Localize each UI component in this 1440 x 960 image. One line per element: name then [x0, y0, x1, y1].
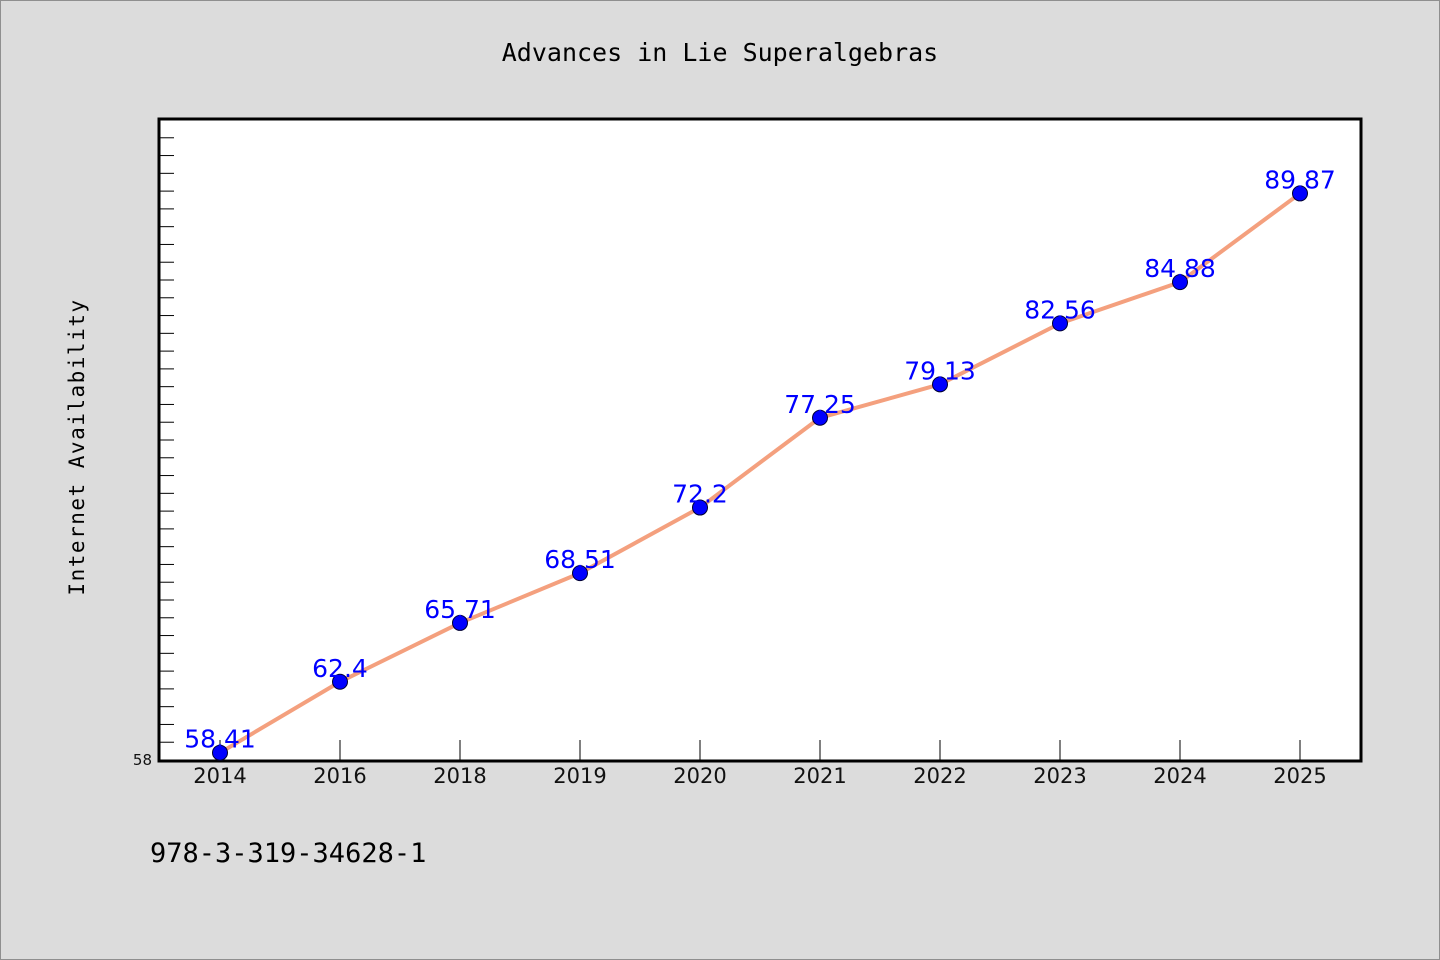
- footnote: 978-3-319-34628-1: [150, 838, 426, 869]
- data-point-marker: [332, 673, 348, 690]
- x-tick-label: 2025: [1273, 764, 1326, 788]
- y-axis-label: Internet Availability: [65, 298, 89, 595]
- data-point-marker: [452, 614, 468, 631]
- plot-area: [157, 117, 1363, 763]
- data-label: 65.71: [424, 595, 496, 624]
- data-label: 84.88: [1144, 254, 1216, 283]
- data-label: 89.87: [1264, 165, 1336, 194]
- data-label: 77.25: [784, 390, 856, 419]
- x-tick-label: 2022: [913, 764, 966, 788]
- data-point-marker: [1292, 185, 1308, 202]
- data-point-marker: [812, 409, 828, 426]
- data-point-marker: [1172, 274, 1188, 291]
- data-label: 68.51: [544, 545, 616, 574]
- y-tick-label: 58: [133, 751, 152, 769]
- data-point-marker: [932, 376, 948, 393]
- data-label: 79.13: [904, 356, 976, 385]
- x-tick-label: 2018: [433, 764, 486, 788]
- x-tick-label: 2016: [313, 764, 366, 788]
- chart-title: Advances in Lie Superalgebras: [502, 38, 939, 67]
- data-point-marker: [212, 744, 228, 761]
- data-label: 58.41: [184, 725, 256, 754]
- x-tick-label: 2019: [553, 764, 606, 788]
- x-tick-label: 2024: [1153, 764, 1206, 788]
- data-point-marker: [692, 499, 708, 516]
- x-ticks: 2014 2016 2018 2019 2020 2021 2022 2023 2024 2025: [193, 740, 1327, 788]
- series-line-group: [218, 191, 1302, 755]
- data-label: 82.56: [1024, 295, 1096, 324]
- data-labels-group: 58.41 62.4 65.71 68.51 72.2 77.25 79.13 82.56 84…: [184, 165, 1336, 753]
- data-point-marker: [1052, 315, 1068, 332]
- x-tick-label: 2014: [193, 764, 246, 788]
- markers-group: [212, 185, 1308, 761]
- data-label: 62.4: [312, 654, 368, 683]
- x-tick-label: 2020: [673, 764, 726, 788]
- y-ticks: 58: [133, 137, 174, 769]
- series-line: [218, 191, 1302, 755]
- x-tick-label: 2021: [793, 764, 846, 788]
- x-tick-label: 2023: [1033, 764, 1086, 788]
- data-point-marker: [572, 565, 588, 582]
- data-label: 72.2: [672, 480, 728, 509]
